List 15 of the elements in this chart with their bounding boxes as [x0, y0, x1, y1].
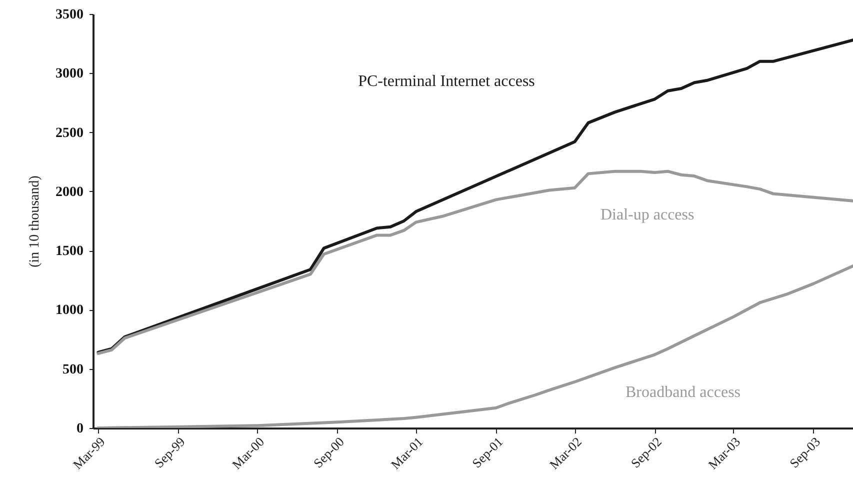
y-tick-label: 3000 — [56, 66, 84, 82]
y-tick-label: 500 — [62, 362, 84, 378]
text: PC-terminal Internet access — [358, 72, 535, 90]
y-axis-title: (in 10 thousand) — [28, 175, 42, 268]
y-tick-label: 2500 — [56, 126, 84, 141]
line-series — [96, 170, 853, 355]
y-tick-label: 1500 — [56, 244, 84, 260]
y-tick-label: 1000 — [56, 303, 84, 318]
y-tick-label: 3500 — [56, 8, 84, 22]
series-label: Broadband access — [625, 384, 741, 401]
y-tick-label: 2000 — [56, 184, 84, 200]
line-series — [96, 264, 853, 428]
line-series — [96, 38, 853, 354]
y-tick-label: 0 — [76, 422, 84, 436]
series-label: Dial-up access — [600, 206, 694, 224]
